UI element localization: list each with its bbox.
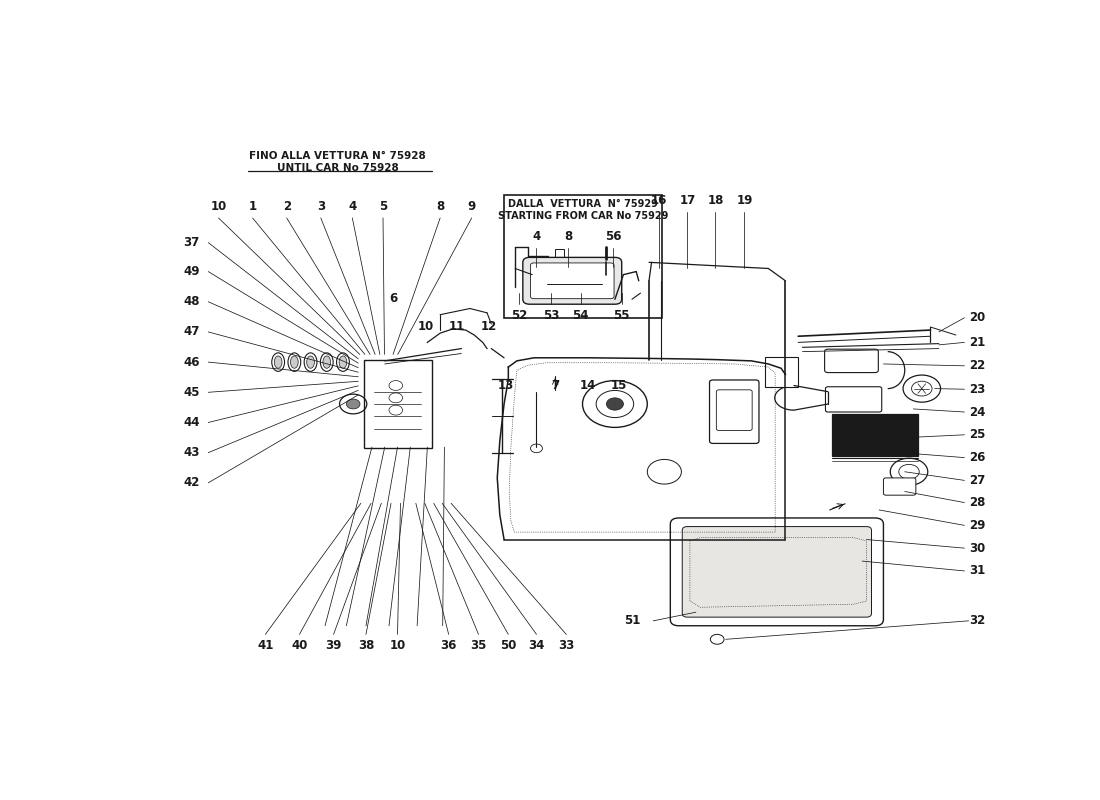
Text: 20: 20 (969, 311, 984, 324)
Text: 29: 29 (969, 519, 986, 532)
Text: 22: 22 (969, 359, 984, 372)
Ellipse shape (274, 356, 282, 368)
FancyBboxPatch shape (764, 357, 799, 386)
Text: 10: 10 (418, 320, 433, 333)
Text: 50: 50 (500, 639, 517, 652)
Text: 17: 17 (679, 194, 695, 207)
Text: 32: 32 (969, 614, 984, 627)
Text: 36: 36 (440, 639, 456, 652)
Text: STARTING FROM CAR No 75929: STARTING FROM CAR No 75929 (497, 210, 668, 221)
Text: 48: 48 (184, 295, 200, 308)
Ellipse shape (290, 356, 298, 368)
Text: 44: 44 (184, 416, 200, 429)
Ellipse shape (307, 356, 315, 368)
Bar (833, 414, 917, 456)
Text: 24: 24 (969, 406, 986, 418)
Text: 54: 54 (572, 309, 590, 322)
Text: 27: 27 (969, 474, 984, 487)
Text: 25: 25 (969, 428, 986, 442)
Text: 9: 9 (468, 200, 476, 213)
Text: 8: 8 (564, 230, 572, 242)
Text: 7: 7 (551, 379, 559, 392)
Circle shape (346, 399, 360, 409)
FancyBboxPatch shape (716, 390, 752, 430)
Text: 10: 10 (210, 200, 227, 213)
Text: 39: 39 (326, 639, 342, 652)
Text: 19: 19 (736, 194, 752, 207)
Text: 35: 35 (471, 639, 486, 652)
FancyBboxPatch shape (883, 478, 916, 495)
Text: 4: 4 (349, 200, 356, 213)
Text: 14: 14 (580, 379, 596, 392)
Text: 13: 13 (497, 379, 514, 392)
Text: 11: 11 (449, 320, 465, 333)
Text: 15: 15 (610, 379, 627, 392)
FancyBboxPatch shape (364, 360, 431, 448)
Text: 37: 37 (184, 236, 200, 249)
Text: 2: 2 (283, 200, 290, 213)
Text: 16: 16 (651, 194, 668, 207)
Text: 55: 55 (614, 309, 630, 322)
Text: 40: 40 (292, 639, 308, 652)
Text: 47: 47 (184, 326, 200, 338)
FancyBboxPatch shape (670, 518, 883, 626)
Text: 1: 1 (249, 200, 256, 213)
Text: 33: 33 (558, 639, 574, 652)
Text: 26: 26 (969, 451, 986, 464)
Bar (556, 250, 563, 258)
Text: 34: 34 (528, 639, 544, 652)
FancyBboxPatch shape (825, 349, 878, 373)
Text: 30: 30 (969, 542, 984, 554)
Text: 5: 5 (378, 200, 387, 213)
FancyBboxPatch shape (682, 526, 871, 617)
Text: 46: 46 (184, 356, 200, 369)
Text: 21: 21 (969, 336, 984, 349)
Text: 31: 31 (969, 565, 984, 578)
Ellipse shape (339, 356, 346, 368)
Text: 3: 3 (317, 200, 324, 213)
Text: 28: 28 (969, 496, 986, 509)
FancyBboxPatch shape (522, 258, 622, 304)
Text: 41: 41 (257, 639, 274, 652)
Text: 18: 18 (707, 194, 724, 207)
Text: 12: 12 (481, 320, 497, 333)
Text: 23: 23 (969, 382, 984, 396)
Text: 38: 38 (358, 639, 374, 652)
Bar (504, 194, 662, 318)
Text: 43: 43 (184, 446, 200, 459)
Circle shape (606, 398, 624, 410)
Text: 56: 56 (605, 230, 621, 242)
Text: FINO ALLA VETTURA N° 75928: FINO ALLA VETTURA N° 75928 (250, 151, 426, 162)
Text: 42: 42 (184, 476, 200, 490)
Text: 45: 45 (184, 386, 200, 398)
Text: 51: 51 (624, 614, 640, 627)
Text: 10: 10 (389, 639, 406, 652)
Text: 8: 8 (436, 200, 444, 213)
Text: 53: 53 (542, 309, 559, 322)
Text: 49: 49 (184, 265, 200, 278)
Text: DALLA  VETTURA  N° 75929: DALLA VETTURA N° 75929 (508, 199, 658, 210)
Text: 6: 6 (389, 293, 397, 306)
Text: 4: 4 (532, 230, 540, 242)
FancyBboxPatch shape (710, 380, 759, 443)
Text: 52: 52 (512, 309, 528, 322)
Text: UNTIL CAR No 75928: UNTIL CAR No 75928 (277, 162, 398, 173)
FancyBboxPatch shape (825, 386, 882, 412)
Ellipse shape (323, 356, 331, 368)
FancyBboxPatch shape (530, 263, 614, 298)
